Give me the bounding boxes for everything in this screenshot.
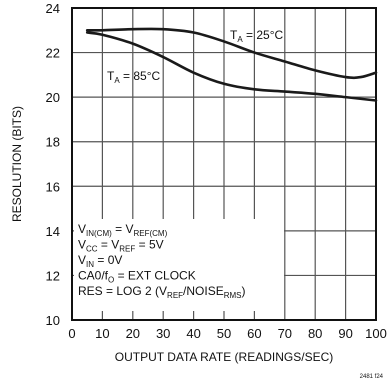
annotation-line: VCC = VREF = 5V	[78, 238, 164, 254]
annotation-line: VIN = 0V	[78, 253, 122, 269]
annotation-line: VIN(CM) = VREF(CM)	[78, 222, 168, 238]
series-line-25c	[85, 27, 378, 80]
y-tick-label: 16	[46, 179, 60, 194]
x-tick-label: 10	[95, 326, 109, 341]
x-tick-label: 40	[186, 326, 200, 341]
x-tick-label: 100	[365, 326, 387, 341]
x-axis-label: OUTPUT DATA RATE (READINGS/SEC)	[115, 350, 333, 364]
annotation-line: CA0/fO = EXT CLOCK	[78, 269, 196, 285]
y-axis-label: RESOLUTION (BITS)	[10, 106, 24, 222]
y-tick-label: 22	[46, 46, 60, 61]
x-tick-labels: 0 10 20 30 40 50 60 70 80 90 100	[68, 326, 386, 341]
x-tick-label: 60	[247, 326, 261, 341]
y-tick-label: 12	[46, 268, 60, 283]
y-tick-label: 14	[46, 224, 60, 239]
y-tick-label: 10	[46, 313, 60, 328]
x-tick-label: 20	[126, 326, 140, 341]
x-tick-label: 50	[217, 326, 231, 341]
y-tick-label: 18	[46, 135, 60, 150]
annotation-line: RES = LOG 2 (VREF/NOISERMS)	[78, 284, 246, 300]
series-label-85c: TA = 85°C	[107, 69, 161, 85]
y-tick-label: 20	[46, 90, 60, 105]
y-tick-labels: 10 12 14 16 18 20 22 24	[46, 1, 60, 328]
plot-frame	[71, 7, 377, 321]
figure-code: 2481 f24	[360, 374, 384, 380]
series-label-25c: TA = 25°C	[230, 28, 284, 44]
series-line-85c	[85, 31, 378, 102]
x-tick-label: 80	[308, 326, 322, 341]
annotation-background	[74, 219, 284, 311]
x-tick-label: 70	[278, 326, 292, 341]
x-tick-label: 30	[156, 326, 170, 341]
y-tick-label: 24	[46, 1, 60, 16]
x-tick-label: 90	[338, 326, 352, 341]
x-tick-label: 0	[68, 326, 75, 341]
series-labels: TA = 25°C TA = 85°C	[107, 28, 284, 85]
data-series	[85, 27, 378, 102]
